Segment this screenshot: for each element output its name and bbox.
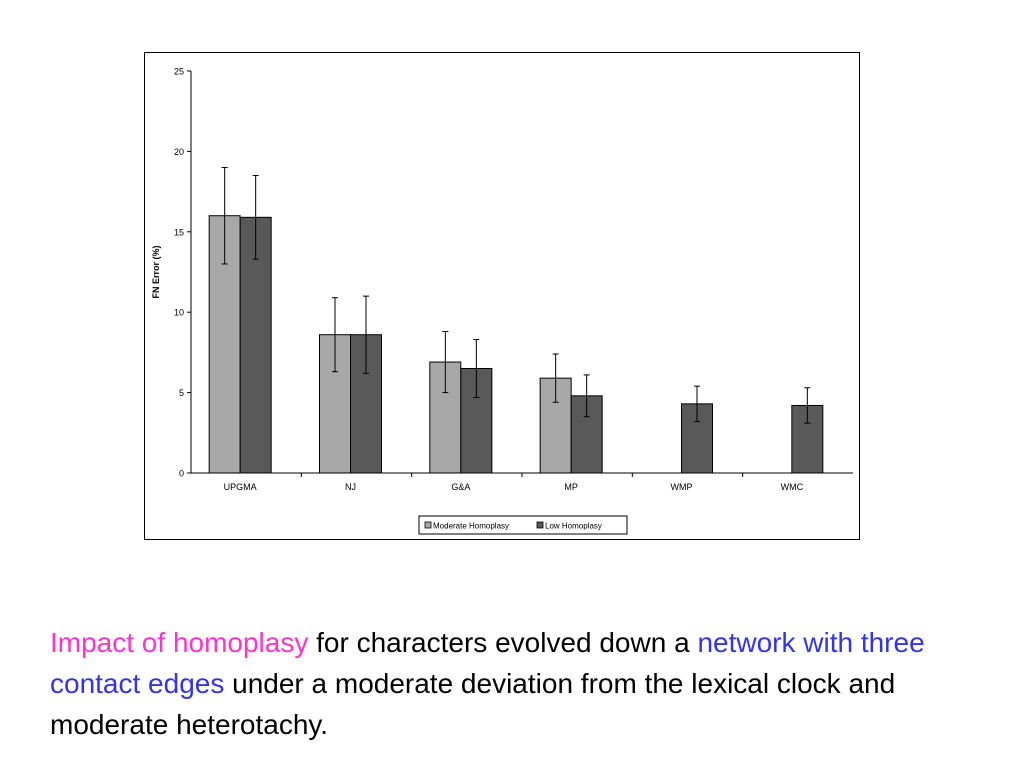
- caption-highlight-network: network with three contact edges: [50, 627, 925, 699]
- legend-swatch: [424, 521, 432, 529]
- chart-axes: [187, 70, 853, 477]
- y-tick-label: 15: [174, 227, 184, 237]
- x-tick-label: UPGMA: [224, 482, 257, 492]
- chart-bars: [208, 215, 824, 474]
- caption-text-1: for characters evolved down a: [308, 627, 698, 658]
- legend-entry: Low Homoplasy: [545, 522, 602, 531]
- y-tick-label: 5: [179, 388, 184, 398]
- legend-box: [418, 515, 628, 535]
- x-tick-label: NJ: [345, 482, 356, 492]
- bar-low-homoplasy-wmc: [791, 404, 824, 474]
- chart-frame: 0 5 10 15 20 25 FN Error (%) UPGMA NJ G&A MP WMP WMC…: [144, 52, 860, 540]
- x-tick-label: WMC: [781, 482, 804, 492]
- y-tick-label: 25: [174, 67, 184, 77]
- chart-legend: Moderate Homoplasy Low Homoplasy: [418, 515, 628, 535]
- y-axis-label: FN Error (%): [151, 245, 161, 298]
- x-tick-label: MP: [564, 482, 578, 492]
- y-tick-label: 0: [179, 469, 184, 479]
- bar-low-homoplasy-upgma: [239, 216, 272, 474]
- legend-swatch: [536, 521, 544, 529]
- chart-labels: 0 5 10 15 20 25 FN Error (%) UPGMA NJ G&A MP WMP WMC: [151, 67, 804, 493]
- y-tick-label: 20: [174, 147, 184, 157]
- x-tick-label: G&A: [451, 482, 470, 492]
- caption-text-2: under a moderate deviation from the lexi…: [50, 668, 896, 740]
- bar-low-homoplasy-ga: [460, 367, 493, 474]
- y-tick-label: 10: [174, 308, 184, 318]
- legend-entry: Moderate Homoplasy: [433, 522, 509, 531]
- x-tick-label: WMP: [671, 482, 693, 492]
- chart-error-bars: [221, 166, 811, 424]
- slide-caption: Impact of homoplasy for characters evolv…: [50, 622, 980, 745]
- caption-highlight-homoplasy: Impact of homoplasy: [50, 627, 309, 658]
- bar-chart: 0 5 10 15 20 25 FN Error (%) UPGMA NJ G&A MP WMP WMC…: [151, 67, 853, 535]
